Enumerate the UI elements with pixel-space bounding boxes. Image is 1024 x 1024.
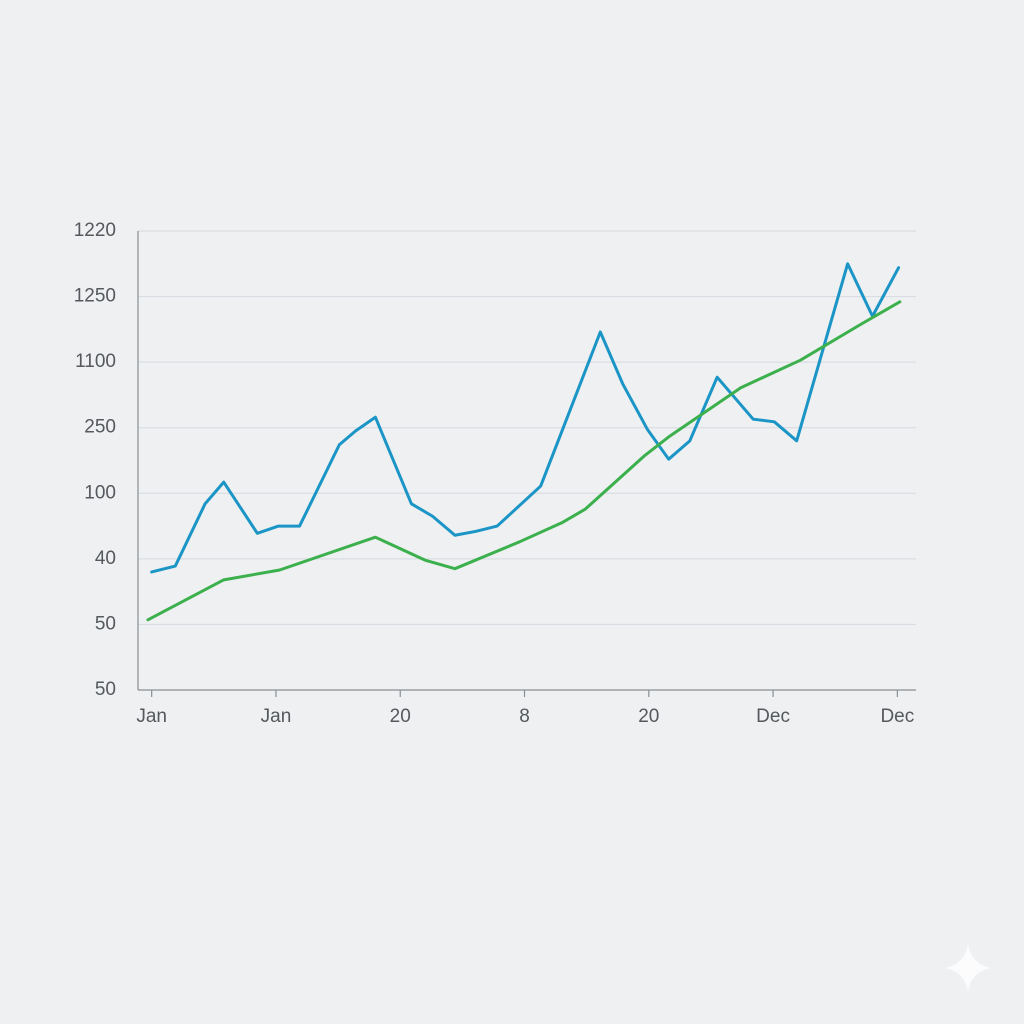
sparkle-icon (945, 944, 991, 992)
y-tick-label: 100 (84, 482, 116, 503)
line-series (150, 262, 901, 574)
y-tick-label: 50 (95, 679, 116, 700)
y-tick-label: 1100 (75, 351, 116, 372)
x-tick-label: 8 (519, 706, 530, 727)
x-tick-label: Dec (880, 706, 914, 727)
x-tick-label: 20 (638, 706, 659, 727)
x-tick-label: Jan (136, 706, 167, 727)
y-tick-label: 1220 (74, 220, 116, 241)
y-tick-label: 40 (95, 548, 116, 569)
x-tick-label: Dec (756, 706, 790, 727)
y-tick-label: 250 (84, 417, 116, 438)
line-series (146, 300, 902, 622)
y-tick-label: 50 (95, 613, 116, 634)
y-tick-label: 1250 (74, 286, 116, 307)
x-tick-label: Jan (261, 706, 292, 727)
x-tick-label: 20 (390, 706, 411, 727)
